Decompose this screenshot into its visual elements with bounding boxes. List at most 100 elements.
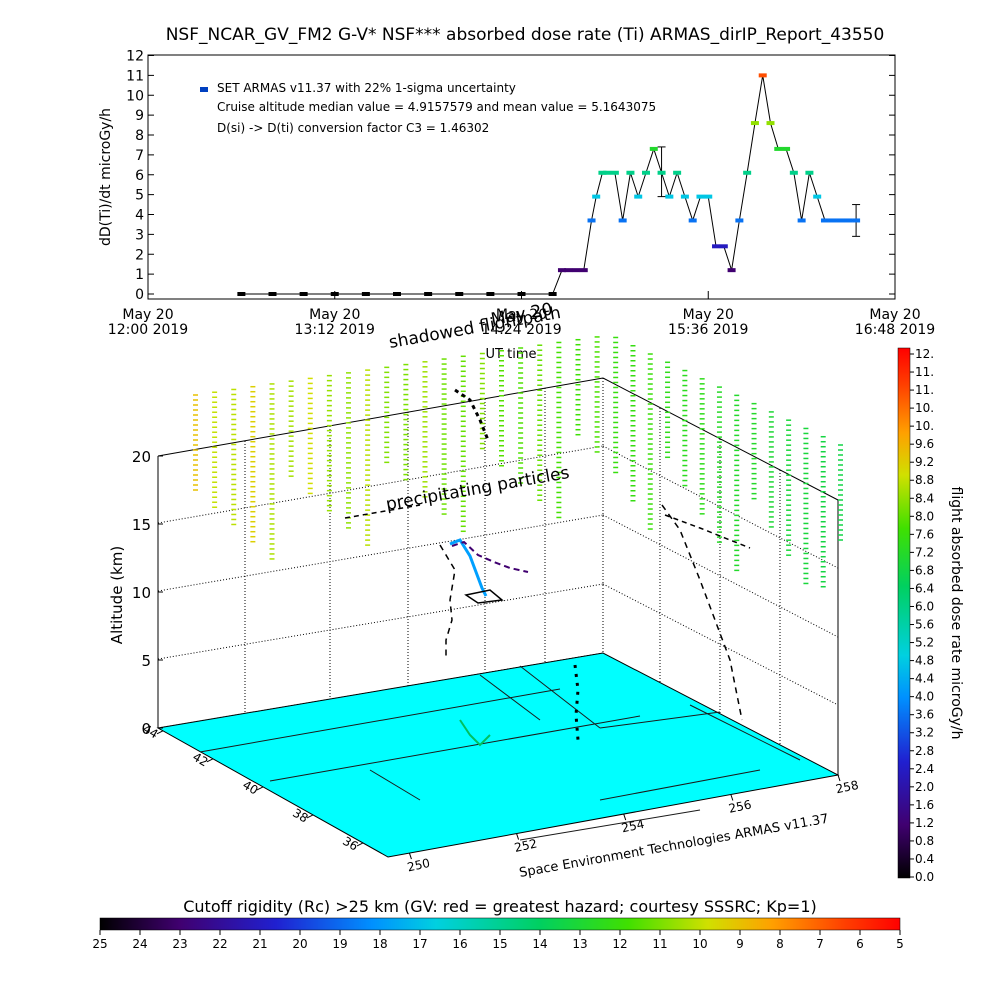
conversion-factor-note: D(si) -> D(ti) conversion factor C3 = 1.… <box>217 121 489 135</box>
rc-tick-label: 12 <box>612 937 627 951</box>
rc-tick-label: 15 <box>492 937 507 951</box>
data-point <box>299 292 308 296</box>
data-point <box>486 292 495 296</box>
data-point <box>455 292 464 296</box>
latitude-tick-label: 42 <box>190 750 210 770</box>
dose-tick-label: 0.0 <box>915 870 934 884</box>
longitude-tick <box>730 794 734 801</box>
data-point <box>424 292 433 296</box>
data-point <box>758 73 767 78</box>
altitude-axis-label: Altitude (km) <box>108 546 126 644</box>
dose-tick-label: 12. <box>915 347 934 361</box>
y-tick-label: 4 <box>135 208 144 224</box>
dose-tick-label: 1.2 <box>915 816 934 830</box>
data-point <box>782 146 791 151</box>
y-tick-label: 1 <box>135 267 144 283</box>
rc-tick-label: 9 <box>736 937 744 951</box>
precipitating-particles-label: precipitating particles <box>384 463 571 515</box>
y-tick-label: 9 <box>135 108 144 124</box>
latitude-tick <box>256 786 264 791</box>
rc-tick-label: 18 <box>372 937 387 951</box>
dose-tick-label: 8.8 <box>915 473 934 487</box>
x-tick-label-time: 15:36 2019 <box>668 322 748 338</box>
dose-colorbar <box>897 347 911 879</box>
data-point <box>673 170 682 175</box>
rc-tick-label: 23 <box>172 937 187 951</box>
rc-colorbar-label: Cutoff rigidity (Rc) >25 km (GV: red = g… <box>183 897 817 916</box>
data-point <box>579 268 588 273</box>
altitude-axis: 0 5 10 15 20 <box>132 448 163 738</box>
rc-tick-label: 17 <box>412 937 427 951</box>
latitude-tick-label: 36 <box>340 834 360 854</box>
dose-tick-label: 6.4 <box>915 581 934 595</box>
data-point <box>712 244 721 249</box>
flight-track <box>344 388 751 747</box>
data-point <box>642 170 650 175</box>
dose-tick-label: 11. <box>915 365 934 379</box>
data-point <box>820 218 829 223</box>
data-point <box>735 218 744 223</box>
dose-tick-label: 0.4 <box>915 852 934 866</box>
rc-tick-label: 21 <box>252 937 267 951</box>
longitude-tick-label: 256 <box>727 797 752 815</box>
y-tick-label: 10 <box>126 88 144 104</box>
dose-tick-label: 6.8 <box>915 563 934 577</box>
legend-label: SET ARMAS v11.37 with 22% 1-sigma uncert… <box>217 81 516 95</box>
x-tick-label-date: May 20 <box>309 307 360 323</box>
y-tick-label: 0 <box>135 287 144 303</box>
dose-tick-label: 7.6 <box>915 527 934 541</box>
rc-tick-label: 13 <box>572 937 587 951</box>
latitude-axis: 44 42 40 38 36 <box>140 722 364 854</box>
rc-tick-label: 8 <box>776 937 784 951</box>
x-tick-label-time: 12:00 2019 <box>108 322 188 338</box>
longitude-tick-label: 252 <box>513 836 538 854</box>
dose-tick-label: 2.4 <box>915 762 934 776</box>
latitude-tick <box>156 730 164 735</box>
data-point <box>548 292 557 296</box>
x-tick-label-time: 16:48 2019 <box>855 322 935 338</box>
longitude-tick <box>516 833 520 840</box>
cruise-altitude-note: Cruise altitude median value = 4.9157579… <box>217 100 656 114</box>
dose-tick-label: 8.4 <box>915 491 934 505</box>
rc-tick-label: 14 <box>532 937 547 951</box>
data-point <box>361 292 370 296</box>
data-point <box>704 194 713 199</box>
altitude-tick-label: 15 <box>132 516 151 534</box>
y-tick-label: 8 <box>135 128 144 144</box>
altitude-tick-label: 20 <box>132 448 151 466</box>
data-point <box>789 170 798 175</box>
dose-tick-label: 6.0 <box>915 599 934 613</box>
top-chart-xlabel: UT time <box>486 347 537 362</box>
latitude-tick <box>306 814 314 819</box>
data-point <box>727 268 736 273</box>
data-point <box>719 244 728 249</box>
data-point <box>797 218 806 223</box>
dose-tick-label: 4.4 <box>915 672 934 686</box>
data-point <box>657 170 666 175</box>
data-point <box>598 170 607 175</box>
data-point <box>634 194 643 199</box>
data-point <box>557 268 566 273</box>
radiation-columns <box>193 336 843 588</box>
data-point <box>587 218 596 223</box>
y-tick-label: 6 <box>135 168 144 184</box>
data-point <box>626 170 635 175</box>
data-point <box>268 292 277 296</box>
dose-tick-label: 10. <box>915 401 934 415</box>
longitude-tick <box>623 813 627 821</box>
data-point <box>836 218 845 223</box>
x-tick-label-date: May 20 <box>869 307 920 323</box>
data-point <box>688 218 697 223</box>
rc-tick-label: 22 <box>212 937 227 951</box>
ground-surface <box>156 652 840 858</box>
dose-tick-label: 3.6 <box>915 708 934 722</box>
rc-tick-label: 25 <box>92 937 107 951</box>
data-point <box>844 218 853 223</box>
latitude-tick-label: 40 <box>240 778 260 798</box>
rc-tick-label: 10 <box>692 937 707 951</box>
latitude-tick-label: 44 <box>140 722 160 742</box>
dose-tick-label: 2.8 <box>915 744 934 758</box>
longitude-tick <box>837 774 841 782</box>
